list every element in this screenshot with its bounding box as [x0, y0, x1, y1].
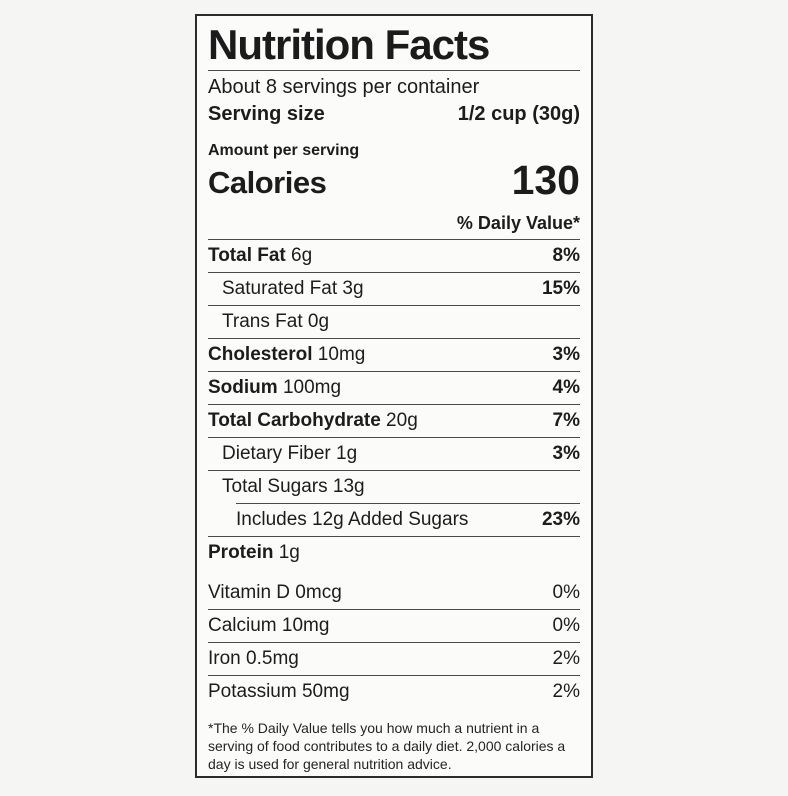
- nutrient-row: Includes 12g Added Sugars 23%: [208, 504, 580, 536]
- nutrient-amount: 13g: [327, 476, 365, 498]
- divider-under-title: [208, 70, 580, 72]
- nutrient-name-amount: Protein 1g: [208, 542, 300, 564]
- nutrient-rows: Total Fat 6g 8% Saturated Fat 3g 15% Trans F…: [208, 240, 580, 569]
- micronutrient-row: Potassium 50mg 2%: [208, 676, 580, 708]
- nutrient-row: Saturated Fat 3g 15%: [208, 273, 580, 305]
- row-divider: [208, 437, 580, 439]
- micronutrient-rows: Vitamin D 0mcg 0% Calcium 10mg 0% Iron 0.5mg…: [208, 577, 580, 708]
- serving-size-row: Serving size 1/2 cup (30g): [208, 101, 580, 132]
- nutrient-name-amount: Potassium 50mg: [208, 681, 350, 703]
- micronutrient-row: Calcium 10mg 0%: [208, 610, 580, 642]
- row-divider: [208, 470, 580, 472]
- daily-value-percent: 23%: [541, 509, 580, 531]
- row-divider: [208, 675, 580, 677]
- nutrient-name: Vitamin D: [208, 582, 291, 604]
- nutrient-row: Trans Fat 0g: [208, 306, 580, 338]
- nutrient-row: Total Carbohydrate 20g 7%: [208, 405, 580, 437]
- calories-value: 130: [511, 157, 580, 204]
- amount-per-serving-label: Amount per serving: [208, 142, 360, 160]
- label-title: Nutrition Facts: [208, 21, 490, 68]
- nutrient-name-amount: Sodium 100mg: [208, 377, 341, 399]
- calories-label: Calories: [208, 165, 327, 201]
- row-divider: [208, 536, 580, 538]
- calories-row: Calories 130: [208, 160, 580, 203]
- row-divider: [208, 371, 580, 373]
- row-divider: [208, 404, 580, 406]
- row-divider: [208, 272, 580, 274]
- nutrient-amount: 1g: [330, 443, 358, 465]
- nutrient-amount: 0g: [302, 311, 330, 333]
- row-divider: [208, 609, 580, 611]
- nutrient-row: Cholesterol 10mg 3%: [208, 339, 580, 371]
- nutrient-name: Includes 12g Added Sugars: [236, 509, 469, 531]
- micronutrient-row: Iron 0.5mg 2%: [208, 643, 580, 675]
- nutrient-name-amount: Total Sugars 13g: [222, 476, 365, 498]
- daily-value-percent: 4%: [552, 377, 580, 399]
- nutrient-amount: 0.5mg: [240, 648, 299, 670]
- nutrient-amount: 20g: [380, 410, 418, 432]
- nutrient-row: Protein 1g: [208, 537, 580, 569]
- footnote: *The % Daily Value tells you how much a …: [208, 720, 566, 772]
- micronutrient-row: Vitamin D 0mcg 0%: [208, 577, 580, 609]
- daily-value-percent: 3%: [552, 443, 580, 465]
- nutrient-name-amount: Cholesterol 10mg: [208, 344, 365, 366]
- nutrient-name-amount: Trans Fat 0g: [222, 311, 329, 333]
- daily-value-percent: 0%: [552, 615, 580, 637]
- nutrient-amount: 10mg: [312, 344, 366, 366]
- row-divider: [236, 503, 580, 505]
- serving-size-label: Serving size: [208, 103, 325, 126]
- daily-value-percent: 7%: [552, 410, 580, 432]
- row-divider: [208, 305, 580, 307]
- nutrient-amount: 3g: [337, 278, 364, 300]
- nutrient-name-amount: Saturated Fat 3g: [222, 278, 364, 300]
- daily-value-percent: 2%: [552, 681, 580, 703]
- nutrient-amount: 50mg: [296, 681, 350, 703]
- nutrient-name-amount: Vitamin D 0mcg: [208, 582, 342, 604]
- nutrient-amount: 100mg: [277, 377, 342, 399]
- nutrient-row: Total Sugars 13g: [208, 471, 580, 503]
- daily-value-percent: 0%: [552, 582, 580, 604]
- serving-size-value: 1/2 cup (30g): [457, 103, 580, 126]
- nutrient-name-amount: Dietary Fiber 1g: [222, 443, 357, 465]
- nutrient-row: Dietary Fiber 1g 3%: [208, 438, 580, 470]
- nutrient-name: Iron: [208, 648, 241, 670]
- nutrient-name: Protein: [208, 542, 274, 564]
- row-divider: [208, 338, 580, 340]
- nutrient-name-amount: Includes 12g Added Sugars: [236, 509, 468, 531]
- nutrient-name: Total Carbohydrate: [208, 410, 381, 432]
- nutrient-amount: 6g: [285, 245, 313, 267]
- nutrition-facts-label: Nutrition Facts About 8 servings per con…: [195, 14, 593, 778]
- servings-per-container: About 8 servings per container: [208, 76, 480, 99]
- daily-value-percent: 3%: [552, 344, 580, 366]
- nutrient-row: Total Fat 6g 8%: [208, 240, 580, 272]
- nutrient-name: Trans Fat: [222, 311, 303, 333]
- nutrient-row: Sodium 100mg 4%: [208, 372, 580, 404]
- nutrient-name-amount: Total Carbohydrate 20g: [208, 410, 418, 432]
- nutrient-amount: 10mg: [276, 615, 330, 637]
- daily-value-percent: 2%: [552, 648, 580, 670]
- daily-value-percent: 15%: [541, 278, 580, 300]
- nutrient-name: Total Fat: [208, 245, 286, 267]
- nutrient-name: Cholesterol: [208, 344, 313, 366]
- nutrient-amount: 0mcg: [290, 582, 342, 604]
- nutrient-name: Potassium: [208, 681, 297, 703]
- nutrient-name: Calcium: [208, 615, 277, 637]
- daily-value-header: % Daily Value*: [208, 208, 580, 241]
- nutrient-name: Total Sugars: [222, 476, 328, 498]
- nutrient-name: Sodium: [208, 377, 278, 399]
- nutrient-name-amount: Calcium 10mg: [208, 615, 329, 637]
- nutrient-name-amount: Iron 0.5mg: [208, 648, 299, 670]
- row-divider: [208, 642, 580, 644]
- nutrient-name: Saturated Fat: [222, 278, 338, 300]
- daily-value-percent: 8%: [552, 245, 580, 267]
- nutrient-name: Dietary Fiber: [222, 443, 331, 465]
- nutrient-name-amount: Total Fat 6g: [208, 245, 312, 267]
- nutrient-amount: 1g: [273, 542, 300, 564]
